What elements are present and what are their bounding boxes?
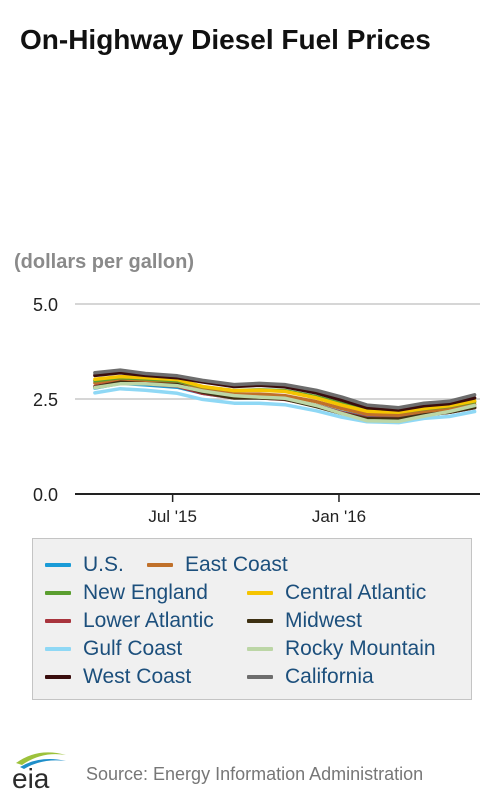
- legend-swatch-east-coast: [147, 563, 173, 567]
- legend-swatch-new-england: [45, 591, 71, 595]
- series-line-east-coast: [93, 377, 477, 418]
- chart-title: On-Highway Diesel Fuel Prices: [20, 24, 431, 55]
- chart-legend: U.S. East Coast New England Central Atlanti…: [32, 538, 472, 700]
- legend-label-west-coast: West Coast: [83, 665, 192, 688]
- legend-item-california: California: [247, 665, 374, 689]
- legend-swatch-u-s: [45, 563, 71, 567]
- series-lines: [93, 368, 477, 425]
- legend-item-u-s: U.S.: [45, 553, 124, 577]
- legend-item-gulf-coast: Gulf Coast: [45, 637, 182, 661]
- legend-label-midwest: Midwest: [285, 609, 363, 632]
- legend-swatch-california: [247, 675, 273, 679]
- x-tick-label: Jul '15: [148, 507, 197, 526]
- legend-item-west-coast: West Coast: [45, 665, 191, 689]
- legend-label-central-atlantic: Central Atlantic: [285, 581, 427, 604]
- series-line-west-coast: [93, 371, 477, 412]
- legend-label-gulf-coast: Gulf Coast: [83, 637, 183, 660]
- eia-logo: eia: [12, 752, 66, 793]
- series-line-gulf-coast: [93, 386, 477, 425]
- eia-logo-text: eia: [12, 763, 50, 793]
- legend-item-new-england: New England: [45, 581, 208, 605]
- source-note: Source: Energy Information Administratio…: [86, 764, 424, 784]
- legend-swatch-midwest: [247, 619, 273, 623]
- y-tick-label: 5.0: [33, 295, 58, 315]
- legend-swatch-west-coast: [45, 675, 71, 679]
- line-chart: 0.0 2.5 5.0 Jul '15 Jan '16: [33, 295, 480, 526]
- legend-label-u-s: U.S.: [83, 553, 124, 576]
- legend-item-east-coast: East Coast: [147, 553, 288, 577]
- legend-label-new-england: New England: [83, 581, 208, 604]
- legend-swatch-lower-atlantic: [45, 619, 71, 623]
- series-line-central-atlantic: [93, 374, 477, 415]
- legend-swatch-central-atlantic: [247, 591, 273, 595]
- legend-swatch-gulf-coast: [45, 647, 71, 651]
- series-line-california: [93, 368, 477, 410]
- y-tick-label: 0.0: [33, 485, 58, 505]
- legend-swatch-rocky-mountain: [247, 647, 273, 651]
- axes: 0.0 2.5 5.0 Jul '15 Jan '16: [33, 295, 480, 526]
- legend-label-california: California: [285, 665, 374, 688]
- series-line-rocky-mountain: [93, 382, 477, 424]
- legend-label-lower-atlantic: Lower Atlantic: [83, 609, 214, 632]
- legend-item-central-atlantic: Central Atlantic: [247, 581, 426, 605]
- x-tick-label: Jan '16: [312, 507, 366, 526]
- legend-item-lower-atlantic: Lower Atlantic: [45, 609, 214, 633]
- footer: eia Source: Energy Information Administr…: [0, 735, 500, 795]
- y-axis-units-label: (dollars per gallon): [14, 251, 195, 273]
- legend-label-east-coast: East Coast: [185, 553, 288, 576]
- legend-label-rocky-mountain: Rocky Mountain: [285, 637, 436, 660]
- legend-item-rocky-mountain: Rocky Mountain: [247, 637, 436, 661]
- legend-item-midwest: Midwest: [247, 609, 362, 633]
- y-tick-label: 2.5: [33, 390, 58, 410]
